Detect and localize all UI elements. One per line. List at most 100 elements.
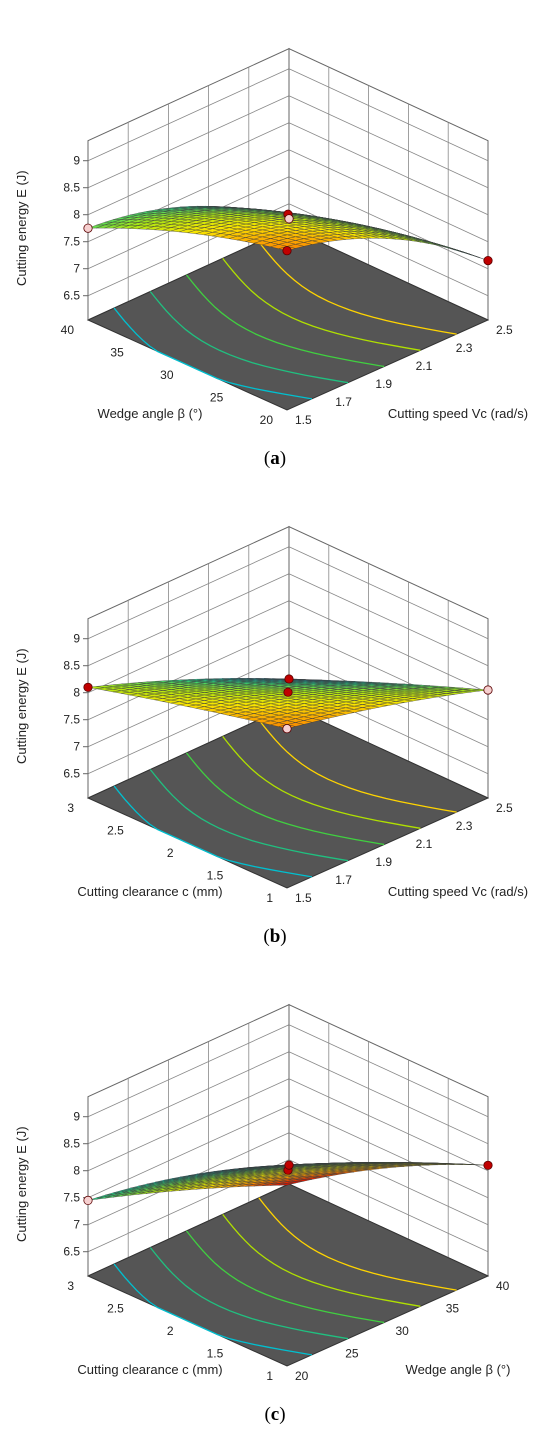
y-tick-label: 2.5 [496, 801, 513, 815]
floor-contour [149, 769, 349, 862]
x-tick-label: 2.5 [107, 824, 124, 838]
z-tick-label: 6.5 [63, 289, 80, 303]
x-tick-label: 20 [260, 413, 274, 427]
wall-gridline [87, 1024, 290, 1118]
design-points [83, 1160, 493, 1205]
design-point [284, 674, 294, 684]
caption-c: (c) [264, 1404, 286, 1425]
floor-contour [222, 257, 421, 351]
y-tick-label: 2.3 [456, 341, 473, 355]
wall-gridline [288, 1078, 489, 1172]
y-axis-label: Cutting speed Vc (rad/s) [388, 406, 528, 421]
box-edges: 6.5 7 7.5 8 8.5 9 Cutting energy E (J) 3 2.5 2 1.5… [14, 1096, 510, 1383]
y-tick-label: 1.7 [335, 395, 352, 409]
x-axis-label: Cutting clearance c (mm) [77, 1362, 222, 1377]
z-tick-label: 8.5 [63, 659, 80, 673]
design-point [483, 255, 493, 266]
wall-gridline [288, 573, 489, 667]
wall-gridline [288, 1105, 489, 1199]
floor-contour [258, 1197, 457, 1291]
wall-gridline [87, 68, 290, 162]
floor-plane [86, 705, 490, 889]
wall-gridline [87, 573, 290, 667]
x-tick-label: 25 [210, 391, 224, 405]
x-axis-label: Wedge angle β (°) [98, 406, 203, 421]
surface-mesh [87, 1162, 489, 1201]
z-tick-label: 7 [73, 740, 80, 754]
wall-gridline [87, 627, 290, 721]
z-tick-label: 9 [73, 154, 80, 168]
x-axis-label: Cutting clearance c (mm) [77, 884, 222, 899]
wall-gridline [87, 95, 290, 189]
x-tick-label: 1 [266, 1369, 273, 1383]
floor-contour [113, 307, 313, 400]
design-point [283, 687, 293, 697]
x-tick-label: 30 [160, 368, 174, 382]
floor-contour [222, 735, 421, 829]
y-tick-label: 2.1 [416, 359, 433, 373]
wall-gridline [288, 176, 489, 270]
surface-plot-c: 6.5 7 7.5 8 8.5 9 Cutting energy E (J) 3 2.5 2 1.5… [14, 1003, 510, 1383]
floor-contour [185, 1230, 385, 1324]
panel-c: 6.5 7 7.5 8 8.5 9 Cutting energy E (J) 3 2.5 2 1.5… [0, 956, 550, 1434]
x-tick-label: 3 [67, 1279, 74, 1293]
floor [86, 705, 490, 889]
x-tick-label: 40 [61, 323, 75, 337]
y-tick-label: 2.3 [456, 819, 473, 833]
y-tick-label: 2.1 [416, 837, 433, 851]
wall-gridline [288, 1132, 489, 1226]
y-tick-label: 1.9 [375, 855, 392, 869]
caption-a: (a) [263, 448, 287, 469]
surface-mesh [87, 678, 489, 729]
z-tick-label: 6.5 [63, 767, 80, 781]
y-tick-label: 1.5 [295, 891, 312, 905]
floor-contour [149, 291, 349, 384]
x-tick-label: 35 [110, 346, 124, 360]
wall-gridline [288, 122, 489, 216]
floor-contour [113, 785, 313, 878]
wall-gridline [87, 122, 290, 216]
wall-gridline [288, 600, 489, 694]
wall-gridline [288, 1051, 489, 1145]
y-tick-label: 20 [295, 1369, 309, 1383]
y-tick-label: 1.9 [375, 377, 392, 391]
z-tick-label: 7.5 [63, 713, 80, 727]
floor-contour [258, 719, 457, 813]
z-tick-label: 7.5 [63, 1191, 80, 1205]
floor [86, 1183, 490, 1367]
wall-gridline [87, 1051, 290, 1145]
z-axis-label: Cutting energy E (J) [14, 648, 29, 764]
design-point [284, 1160, 294, 1170]
y-tick-label: 1.5 [295, 413, 312, 427]
floor [86, 227, 490, 411]
floor-plane [86, 227, 490, 411]
x-tick-label: 2.5 [107, 1302, 124, 1316]
z-tick-label: 7 [73, 262, 80, 276]
box-edges: 6.5 7 7.5 8 8.5 9 Cutting energy E (J) 3 2.5 2 1.5… [14, 618, 528, 905]
y-tick-label: 2.5 [496, 323, 513, 337]
floor-contour [149, 1247, 349, 1340]
design-points [83, 209, 493, 266]
x-tick-label: 1.5 [207, 869, 224, 883]
wall-gridline [288, 1024, 489, 1118]
wall-gridline [87, 600, 290, 694]
wall-gridline [87, 1078, 290, 1172]
z-tick-label: 9 [73, 632, 80, 646]
z-tick-label: 7 [73, 1218, 80, 1232]
wall-gridline [87, 546, 290, 640]
design-point [83, 223, 93, 233]
z-tick-label: 8 [73, 1164, 80, 1178]
z-axis-label: Cutting energy E (J) [14, 170, 29, 286]
surface-plot-a: 6.5 7 7.5 8 8.5 9 Cutting energy E (J) 40 35 30 25… [14, 47, 528, 427]
floor-contour [185, 274, 385, 368]
y-tick-label: 30 [396, 1324, 410, 1338]
floor-plane [86, 1183, 490, 1367]
z-tick-label: 8 [73, 686, 80, 700]
design-point [83, 1195, 93, 1205]
y-axis-label: Cutting speed Vc (rad/s) [388, 884, 528, 899]
z-tick-label: 7.5 [63, 235, 80, 249]
z-tick-label: 8 [73, 208, 80, 222]
panel-b: 6.5 7 7.5 8 8.5 9 Cutting energy E (J) 3 2.5 2 1.5… [0, 478, 550, 956]
design-point [83, 682, 93, 692]
panel-a: 6.5 7 7.5 8 8.5 9 Cutting energy E (J) 40 35 30 25… [0, 0, 550, 478]
